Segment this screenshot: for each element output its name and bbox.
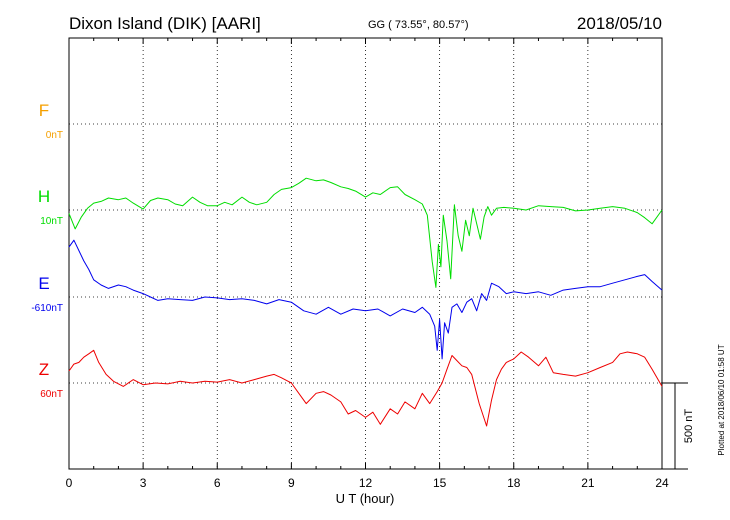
series-line-h [68, 177, 663, 288]
scale-bar-label: 500 nT [683, 409, 695, 444]
x-tick-labels: 0 3 6 9 12 15 18 21 24 [66, 476, 669, 490]
series-name-h: H [38, 187, 50, 206]
series-baseline-h: 10nT [40, 216, 63, 227]
x-tick-label: 18 [507, 476, 521, 490]
series-name-e: E [38, 274, 49, 293]
series-baseline-z: 60nT [40, 389, 63, 400]
series-line-z [68, 349, 663, 427]
series-name-f: F [39, 101, 49, 120]
series-baseline-f: 0nT [46, 130, 63, 141]
x-tick-label: 0 [66, 476, 73, 490]
series-line-e [68, 239, 663, 360]
gridlines [69, 38, 662, 469]
series-name-z: Z [39, 360, 49, 379]
plotted-at-note: Plotted at 2018/06/10 01:58 UT [717, 344, 726, 455]
series-lines [68, 177, 663, 427]
series-baseline-e: -610nT [31, 303, 63, 314]
coords-label: GG ( 73.55°, 80.57°) [368, 19, 469, 31]
x-tick-label: 3 [140, 476, 147, 490]
scale-bar: 500 nT [662, 382, 695, 470]
x-axis-label: U T (hour) [336, 491, 395, 506]
x-tick-label: 9 [288, 476, 295, 490]
date-label: 2018/05/10 [577, 14, 662, 33]
x-tick-label: 24 [655, 476, 669, 490]
series-labels: F 0nT H 10nT E -610nT Z 60nT [31, 101, 63, 400]
x-tick-label: 15 [433, 476, 447, 490]
x-tick-label: 6 [214, 476, 221, 490]
x-tick-label: 12 [359, 476, 373, 490]
x-tick-label: 21 [581, 476, 595, 490]
x-ticks [68, 38, 663, 469]
station-title: Dixon Island (DIK) [AARI] [69, 14, 261, 33]
